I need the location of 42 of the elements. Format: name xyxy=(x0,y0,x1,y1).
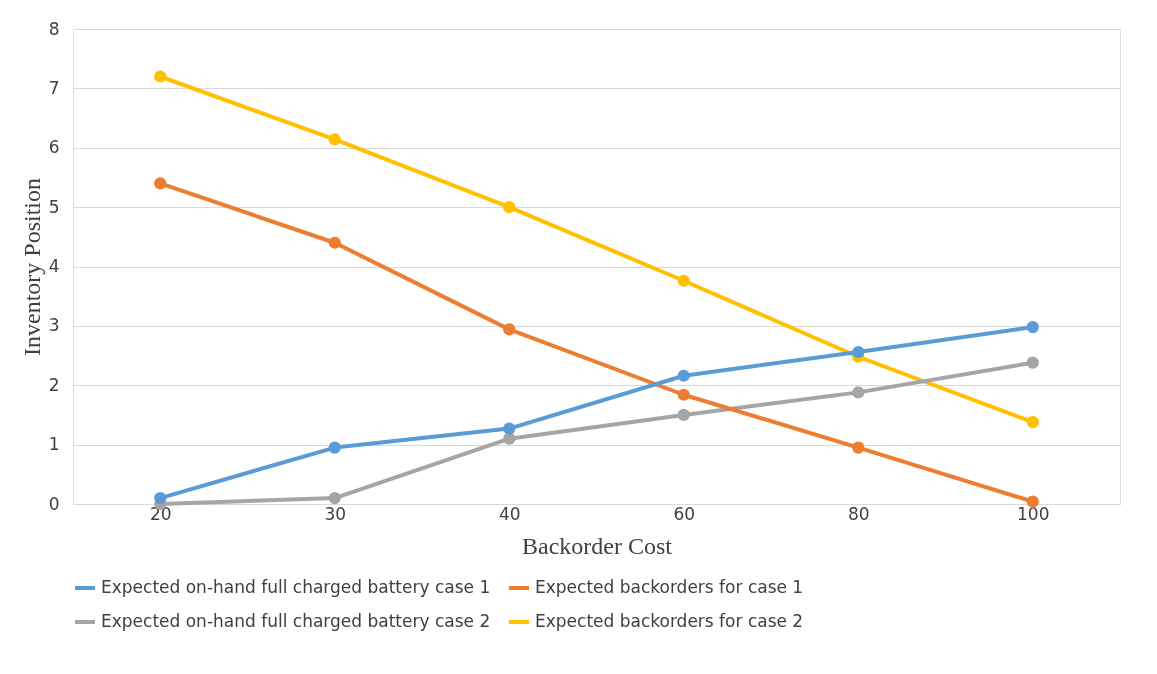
point xyxy=(328,236,341,249)
point xyxy=(328,441,341,454)
y-tick-label: 1 xyxy=(48,434,60,455)
point xyxy=(852,386,865,399)
y-tick-label: 0 xyxy=(48,493,60,514)
y-tick-label: 3 xyxy=(48,315,60,336)
point xyxy=(154,70,167,83)
point xyxy=(503,323,516,336)
point xyxy=(677,388,690,401)
point xyxy=(154,177,167,190)
legend-label: Expected on-hand full charged battery case 2 xyxy=(101,611,491,631)
x-tick-label: 30 xyxy=(324,503,347,524)
x-tick-label: 100 xyxy=(1017,503,1050,524)
point xyxy=(1026,356,1039,369)
y-tick-label: 7 xyxy=(48,77,60,98)
point xyxy=(677,274,690,287)
y-tick-label: 5 xyxy=(48,196,60,217)
point xyxy=(1026,495,1039,508)
point xyxy=(677,408,690,422)
x-tick-label: 80 xyxy=(847,503,870,524)
y-tick-label: 8 xyxy=(48,18,60,39)
x-tick-label: 60 xyxy=(673,503,696,524)
legend-label: Expected backorders for case 1 xyxy=(535,577,804,597)
x-tick-label: 20 xyxy=(149,503,172,524)
point xyxy=(1026,415,1039,429)
point xyxy=(154,491,167,505)
point xyxy=(852,345,865,359)
y-tick-label: 6 xyxy=(48,137,60,158)
x-axis-title: Backorder Cost xyxy=(522,532,673,559)
point xyxy=(503,422,516,435)
legend-label: Expected backorders for case 2 xyxy=(535,611,804,631)
point xyxy=(677,369,690,382)
point xyxy=(1026,320,1039,334)
point xyxy=(852,441,865,454)
x-tick-label: 40 xyxy=(498,503,521,524)
y-axis-title: Inventory Position xyxy=(18,178,45,356)
point xyxy=(328,133,341,146)
y-tick-label: 4 xyxy=(48,256,60,276)
y-tick-label: 2 xyxy=(48,374,60,395)
point xyxy=(328,491,341,505)
point xyxy=(503,201,516,214)
legend-label: Expected on-hand full charged battery case 1 xyxy=(101,577,491,597)
